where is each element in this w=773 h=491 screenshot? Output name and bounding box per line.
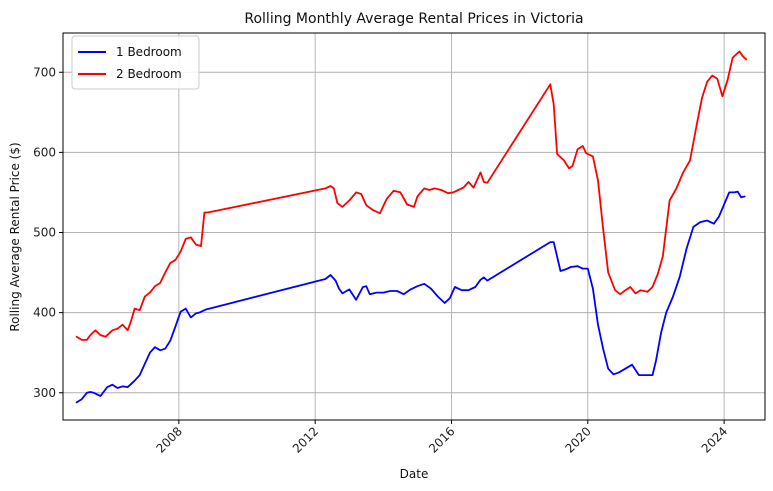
legend: 1 Bedroom 2 Bedroom: [71, 35, 200, 90]
legend-label-1-bedroom: 1 Bedroom: [116, 45, 182, 59]
x-axis-label: Date: [400, 467, 429, 481]
series-line-2-bedroom: [75, 50, 748, 341]
grid-lines: [63, 33, 765, 420]
y-tick-label: 700: [33, 65, 56, 79]
plot-frame: [62, 32, 766, 421]
legend-box: [71, 35, 200, 90]
y-axis-label: Rolling Average Rental Price ($): [8, 142, 22, 331]
y-axis-ticks: 300 400 500 600 700: [33, 65, 63, 400]
chart-title: Rolling Monthly Average Rental Prices in…: [244, 11, 583, 27]
legend-label-2-bedroom: 2 Bedroom: [116, 67, 182, 81]
y-tick-label: 600: [33, 145, 56, 159]
y-tick-label: 300: [33, 386, 56, 400]
y-tick-label: 500: [33, 226, 56, 240]
y-tick-label: 400: [33, 306, 56, 320]
series-line-1-bedroom: [75, 190, 746, 404]
series-layer: [75, 50, 748, 404]
